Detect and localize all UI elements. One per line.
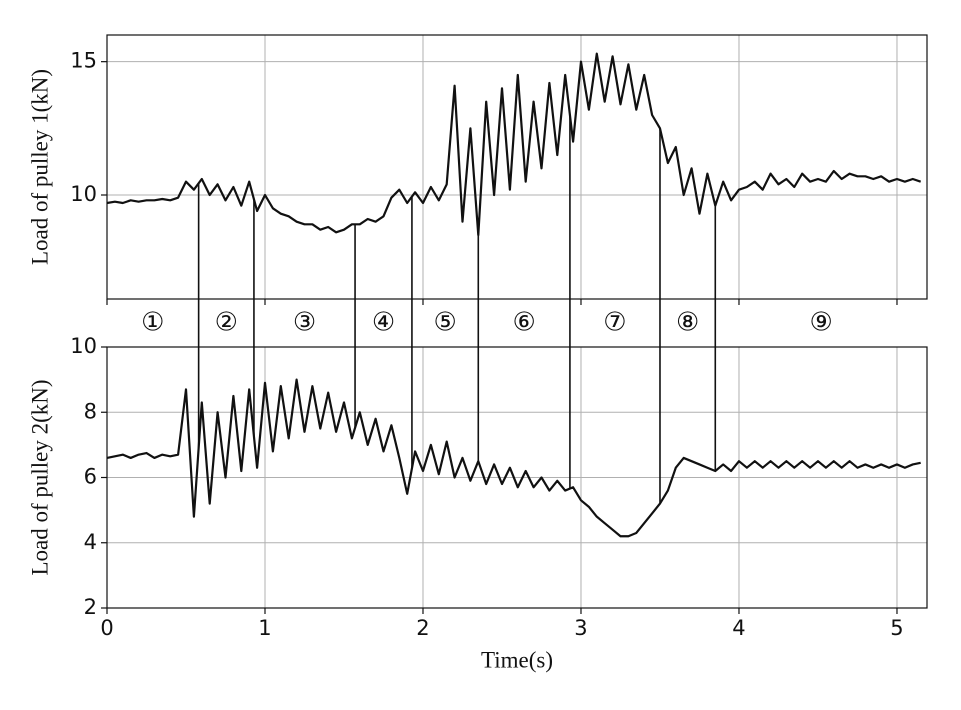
x-tick-label: 2	[416, 616, 429, 640]
plot-frame	[106, 346, 928, 609]
x-tick-label: 5	[890, 616, 903, 640]
y-tick-label: 8	[84, 399, 97, 423]
phase-label: ②	[215, 308, 238, 338]
y-tick-label: 2	[84, 595, 97, 619]
phase-label: ③	[293, 308, 316, 338]
phase-label: ①	[141, 308, 164, 338]
y-axis-label: Load of pulley 2(kN)	[27, 379, 52, 575]
phase-label: ⑦	[603, 308, 626, 338]
line-series	[106, 52, 922, 237]
phase-label: ④	[372, 308, 395, 338]
x-axis-label: Time(s)	[481, 647, 553, 672]
y-tick-label: 6	[84, 465, 97, 489]
plot-frame	[106, 34, 928, 300]
y-axis-label: Load of pulley 1(kN)	[27, 69, 52, 265]
line-series	[106, 378, 921, 538]
y-tick-label: 15	[70, 49, 97, 73]
x-tick-label: 4	[732, 616, 745, 640]
x-tick-label: 3	[574, 616, 587, 640]
phase-label: ⑥	[512, 308, 535, 338]
phase-label: ⑧	[676, 308, 699, 338]
phase-label: ⑤	[433, 308, 456, 338]
x-tick-label: 0	[100, 616, 113, 640]
phase-label: ⑨	[809, 308, 832, 338]
y-tick-label: 4	[84, 530, 97, 554]
y-tick-label: 10	[70, 334, 97, 358]
y-tick-label: 10	[70, 182, 97, 206]
x-tick-label: 1	[258, 616, 271, 640]
